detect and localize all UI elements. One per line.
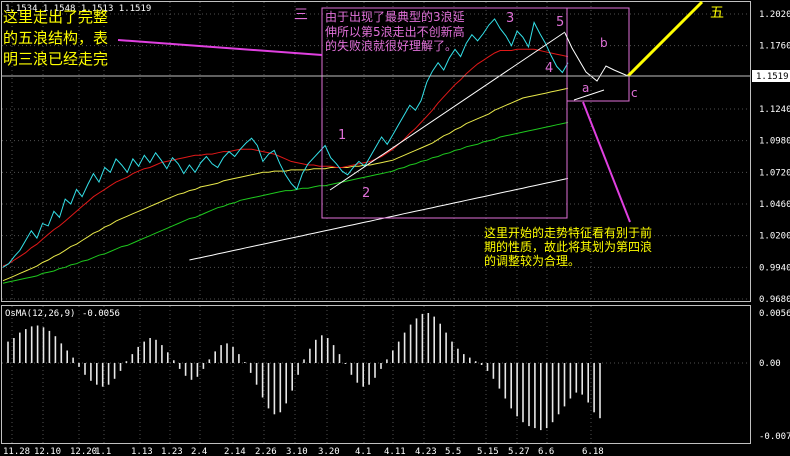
- osma-label: OsMA(12,26,9): [5, 309, 75, 319]
- x-tick-label: 5.5: [445, 447, 461, 456]
- x-tick-label: 4.11: [384, 447, 406, 456]
- x-tick-label: 12.20: [70, 447, 97, 456]
- x-tick-label: 1.23: [161, 447, 183, 456]
- y-tick-label: 1.1760: [759, 42, 790, 52]
- y-tick-label: 1.2020: [759, 10, 790, 20]
- x-tick-label: 3.20: [318, 447, 340, 456]
- box-note: 由于出现了最典型的3浪延 伸所以第5浪走出不创新高 的失败浪就很好理解了。: [325, 9, 465, 53]
- abc-label-c: c: [631, 86, 638, 100]
- x-tick-label: 11.28: [3, 447, 30, 456]
- x-tick-label: 6.6: [538, 447, 554, 456]
- left-note-line-3: 明三浪已经走完: [3, 50, 108, 68]
- x-tick-label: 4.23: [415, 447, 437, 456]
- x-tick-label: 1.1: [95, 447, 111, 456]
- osma-panel-frame: [1, 305, 751, 444]
- series-line-ma-green: [2, 121, 569, 284]
- bottom-note-line-2: 期的性质，故此将其划为第四浪: [484, 239, 652, 254]
- wave-5-projection: [626, 0, 704, 78]
- abc-correction: [564, 32, 629, 82]
- osma-tick-label: 0.0056: [759, 309, 790, 319]
- y-tick-label: 1.0200: [759, 232, 790, 242]
- y-tick-label: 1.0720: [759, 168, 790, 178]
- price-axis: 1.2020 1.1760 1.1240 1.0980 1.0720 1.0460 1.02…: [759, 10, 790, 305]
- wave-channel-lower: [573, 89, 605, 101]
- time-axis: 11.28 12.10 12.201.1 1.13 1.23 2.4 2.14 2.26 3.1…: [3, 447, 604, 456]
- label-san: 三: [294, 7, 308, 23]
- osma-tick-label: 0.00: [759, 359, 781, 369]
- x-tick-label: 2.26: [255, 447, 277, 456]
- osma-value: -0.0056: [82, 309, 120, 319]
- box-note-line-2: 伸所以第5浪走出不创新高: [325, 24, 465, 39]
- current-price-tag: 1.1519: [756, 72, 789, 82]
- wave-3-box: [321, 7, 568, 219]
- series-lines: [2, 18, 569, 284]
- wave-label-2: 2: [362, 186, 370, 201]
- main-panel-frame: [1, 1, 751, 302]
- wave-channel-upper: [329, 31, 566, 191]
- series-line-price: [2, 18, 569, 268]
- left-note-line-2: 的五浪结构，表: [3, 29, 108, 47]
- osma-histogram: [2, 313, 750, 431]
- bottom-note-line-3: 的调整较为合理。: [484, 253, 580, 268]
- y-tick-label: 0.9940: [759, 263, 790, 273]
- abc-box: [566, 7, 630, 102]
- wave-label-5: 5: [556, 15, 564, 30]
- bottom-note-arrow: [582, 101, 631, 223]
- box-note-line-1: 由于出现了最典型的3浪延: [325, 9, 465, 24]
- x-tick-label: 12.10: [34, 447, 61, 456]
- wave-label-1: 1: [338, 128, 346, 143]
- wave-label-3: 3: [506, 11, 514, 26]
- current-price-tag-bg: [752, 70, 790, 82]
- series-line-ma-yellow: [2, 87, 569, 282]
- bottom-note-line-1: 这里开始的走势特征看有别于前: [484, 225, 652, 240]
- x-tick-label: 1.13: [131, 447, 153, 456]
- y-tick-label: 0.9680: [759, 295, 790, 305]
- x-tick-label: 6.18: [582, 447, 604, 456]
- osma-tick-label: -0.0074: [759, 432, 790, 442]
- abc-label-b: b: [600, 36, 608, 50]
- left-note: 这里走出了完整 的五浪结构，表 明三浪已经走完: [3, 8, 108, 68]
- x-tick-label: 3.10: [286, 447, 308, 456]
- abc-label-a: a: [582, 81, 589, 95]
- box-note-line-3: 的失败浪就很好理解了。: [325, 38, 457, 53]
- x-tick-label: 5.27: [508, 447, 530, 456]
- x-tick-label: 4.1: [355, 447, 371, 456]
- x-tick-label: 2.14: [224, 447, 246, 456]
- wave-label-4: 4: [545, 61, 553, 76]
- series-line-ma-red: [2, 48, 569, 267]
- series-line-trendline: [189, 177, 569, 261]
- x-tick-label: 5.15: [477, 447, 499, 456]
- y-tick-label: 1.0980: [759, 137, 790, 147]
- y-tick-label: 1.1240: [759, 105, 790, 115]
- label-wu: 五: [710, 5, 724, 21]
- y-tick-label: 1.0460: [759, 200, 790, 210]
- osma-axis: 0.0056 0.00 -0.0074: [759, 309, 790, 442]
- x-tick-label: 2.4: [191, 447, 207, 456]
- left-note-arrow: [117, 39, 323, 56]
- bottom-note: 这里开始的走势特征看有别于前 期的性质，故此将其划为第四浪 的调整较为合理。: [484, 225, 652, 268]
- left-note-line-1: 这里走出了完整: [3, 8, 108, 26]
- ohlc-readout: 1.1534 1.1548 1.1513 1.1519: [5, 4, 151, 14]
